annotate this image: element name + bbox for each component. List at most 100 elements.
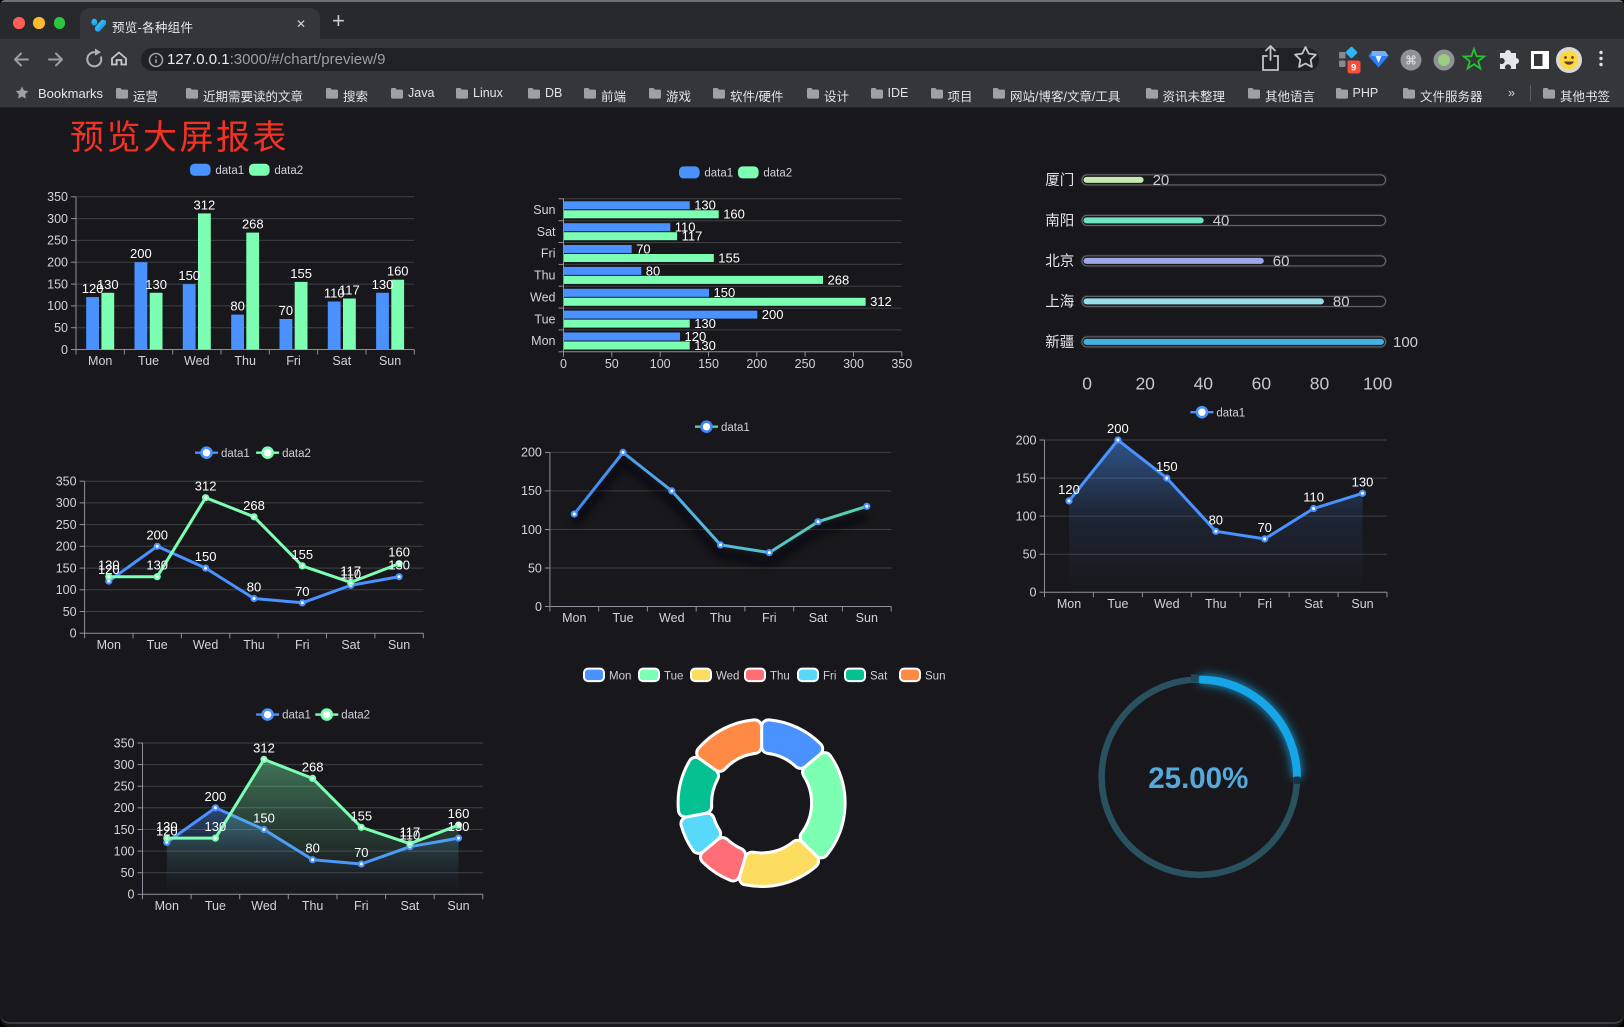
svg-text:120: 120 [685, 329, 707, 344]
svg-text:Fri: Fri [354, 899, 369, 913]
svg-text:Thu: Thu [243, 638, 265, 652]
svg-text:200: 200 [762, 307, 784, 322]
svg-text:data1: data1 [1216, 407, 1245, 419]
svg-text:厦门: 厦门 [1045, 172, 1074, 189]
svg-text:130: 130 [145, 277, 167, 292]
svg-text:200: 200 [47, 256, 68, 270]
svg-text:150: 150 [521, 484, 542, 498]
svg-text:80: 80 [1333, 293, 1350, 310]
svg-text:130: 130 [156, 819, 178, 834]
svg-text:130: 130 [694, 198, 716, 213]
svg-text:80: 80 [1209, 512, 1223, 527]
svg-text:130: 130 [205, 819, 227, 834]
svg-text:250: 250 [47, 234, 68, 248]
svg-text:Sat: Sat [332, 354, 351, 368]
svg-text:110: 110 [400, 828, 421, 843]
svg-text:新疆: 新疆 [1045, 334, 1074, 351]
svg-text:Sat: Sat [341, 638, 360, 652]
svg-text:160: 160 [723, 207, 745, 222]
svg-text:Sat: Sat [809, 611, 828, 625]
svg-text:20: 20 [1153, 172, 1170, 189]
svg-text:0: 0 [560, 357, 567, 371]
svg-text:data1: data1 [721, 422, 750, 434]
svg-text:110: 110 [340, 566, 361, 581]
svg-text:130: 130 [1352, 474, 1374, 489]
svg-text:Thu: Thu [534, 269, 556, 283]
svg-text:130: 130 [372, 277, 394, 292]
svg-text:100: 100 [650, 357, 671, 371]
svg-text:200: 200 [521, 446, 542, 460]
svg-text:110: 110 [1303, 490, 1324, 505]
svg-text:155: 155 [718, 250, 740, 265]
svg-text:Sun: Sun [925, 670, 945, 682]
svg-text:Wed: Wed [1154, 597, 1180, 611]
svg-text:312: 312 [253, 740, 275, 755]
svg-text:Tue: Tue [205, 899, 226, 913]
svg-text:300: 300 [843, 357, 864, 371]
svg-text:data1: data1 [215, 165, 244, 177]
svg-text:Mon: Mon [97, 638, 121, 652]
svg-text:200: 200 [1016, 433, 1037, 447]
svg-text:Sun: Sun [856, 611, 878, 625]
svg-text:80: 80 [646, 263, 660, 278]
svg-text:130: 130 [97, 277, 119, 292]
svg-text:Thu: Thu [1205, 597, 1227, 611]
svg-text:Wed: Wed [251, 899, 277, 913]
svg-text:Tue: Tue [664, 670, 683, 682]
svg-text:Thu: Thu [234, 354, 256, 368]
svg-text:150: 150 [698, 357, 719, 371]
svg-text:Wed: Wed [184, 354, 210, 368]
svg-text:80: 80 [1310, 374, 1330, 394]
svg-text:110: 110 [675, 220, 696, 235]
svg-text:150: 150 [114, 823, 135, 837]
svg-text:Sun: Sun [379, 354, 401, 368]
svg-text:117: 117 [339, 283, 360, 298]
svg-text:Fri: Fri [1257, 597, 1272, 611]
svg-text:Thu: Thu [770, 670, 790, 682]
svg-text:268: 268 [243, 498, 265, 513]
svg-text:160: 160 [448, 806, 470, 821]
svg-text:40: 40 [1213, 212, 1230, 229]
svg-text:160: 160 [388, 545, 410, 560]
svg-text:200: 200 [146, 527, 168, 542]
svg-text:350: 350 [56, 475, 77, 489]
svg-text:70: 70 [279, 303, 293, 318]
svg-text:120: 120 [98, 562, 120, 577]
svg-text:268: 268 [828, 272, 850, 287]
svg-text:120: 120 [1058, 482, 1080, 497]
svg-text:Mon: Mon [531, 334, 555, 348]
svg-text:Mon: Mon [155, 899, 179, 913]
svg-text:0: 0 [1030, 586, 1037, 600]
svg-text:Mon: Mon [562, 611, 586, 625]
svg-text:50: 50 [1023, 548, 1037, 562]
svg-text:312: 312 [194, 197, 216, 212]
svg-text:60: 60 [1252, 374, 1272, 394]
svg-text:350: 350 [114, 736, 135, 750]
svg-text:Fri: Fri [823, 670, 836, 682]
svg-text:150: 150 [195, 549, 217, 564]
svg-text:120: 120 [82, 281, 104, 296]
svg-text:130: 130 [98, 558, 120, 573]
svg-text:⌘: ⌘ [1405, 54, 1417, 68]
svg-text:200: 200 [56, 540, 77, 554]
svg-text:Tue: Tue [147, 638, 168, 652]
svg-text:0: 0 [70, 627, 77, 641]
svg-text:268: 268 [242, 217, 264, 232]
svg-text:Wed: Wed [530, 291, 556, 305]
svg-text:130: 130 [388, 558, 410, 573]
svg-text:150: 150 [714, 285, 736, 300]
svg-text:上海: 上海 [1045, 294, 1074, 311]
svg-text:50: 50 [121, 866, 135, 880]
svg-text:Sat: Sat [537, 225, 556, 239]
svg-text:200: 200 [130, 246, 152, 261]
svg-text:data2: data2 [341, 710, 370, 722]
svg-text:350: 350 [891, 357, 912, 371]
svg-text:268: 268 [302, 759, 324, 774]
svg-text:Tue: Tue [138, 354, 159, 368]
svg-text:40: 40 [1194, 374, 1214, 394]
svg-text:117: 117 [400, 825, 421, 840]
svg-text:300: 300 [114, 758, 135, 772]
svg-text:Sun: Sun [533, 203, 555, 217]
svg-text:150: 150 [1156, 459, 1178, 474]
svg-text:70: 70 [354, 845, 368, 860]
